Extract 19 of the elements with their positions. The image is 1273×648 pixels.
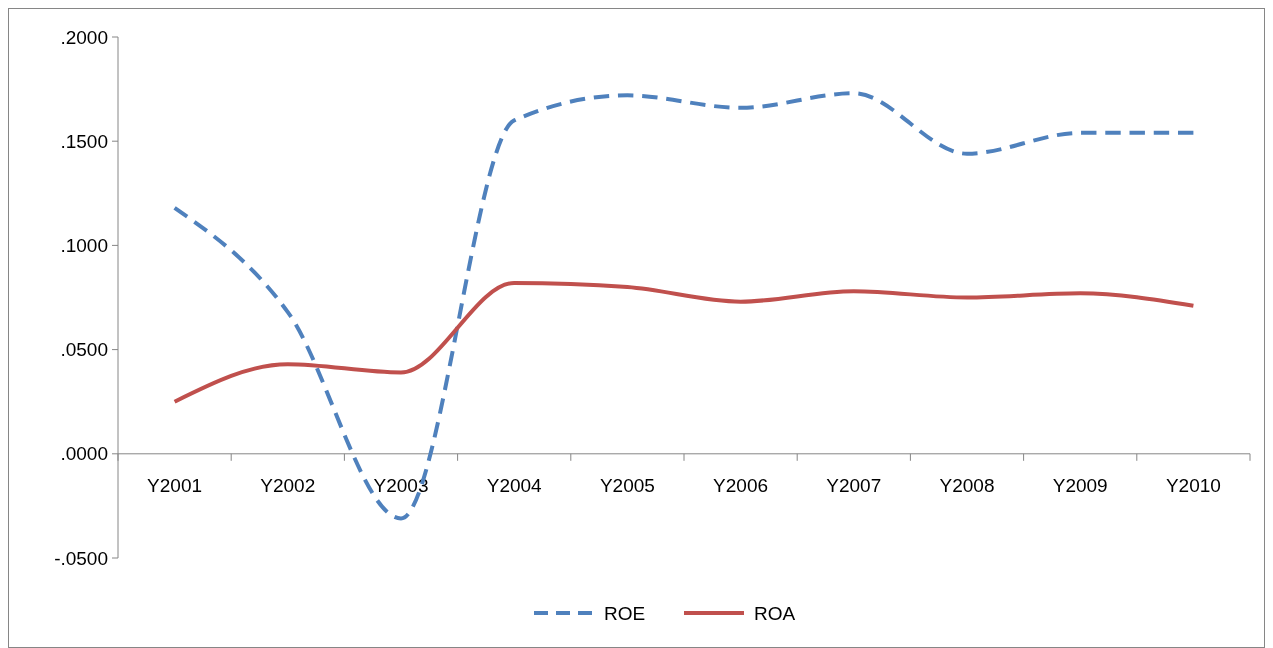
x-tick-label: Y2004 — [486, 474, 543, 496]
x-tick-label: Y2009 — [1052, 474, 1108, 496]
line-series — [172, 280, 1196, 404]
y-tick-label: .2000 — [60, 26, 108, 48]
x-tick-label: Y2010 — [1165, 474, 1221, 496]
x-tick-label: Y2005 — [599, 474, 655, 496]
y-tick-label: .1500 — [60, 130, 108, 152]
x-tick-label: Y2007 — [826, 474, 882, 496]
x-tick-label: Y2001 — [147, 474, 203, 496]
x-tick-label: Y2003 — [373, 474, 429, 496]
y-tick-label: .1000 — [60, 235, 108, 257]
x-tick-label: Y2006 — [713, 474, 769, 496]
legend-label: ROA — [754, 602, 796, 624]
y-tick-label: .0000 — [60, 443, 108, 465]
y-tick-label: -.0500 — [54, 547, 108, 569]
x-tick-label: Y2008 — [939, 474, 995, 496]
x-tick-label: Y2002 — [260, 474, 316, 496]
y-tick-label: .0500 — [60, 339, 108, 361]
legend-label: ROE — [604, 602, 646, 624]
